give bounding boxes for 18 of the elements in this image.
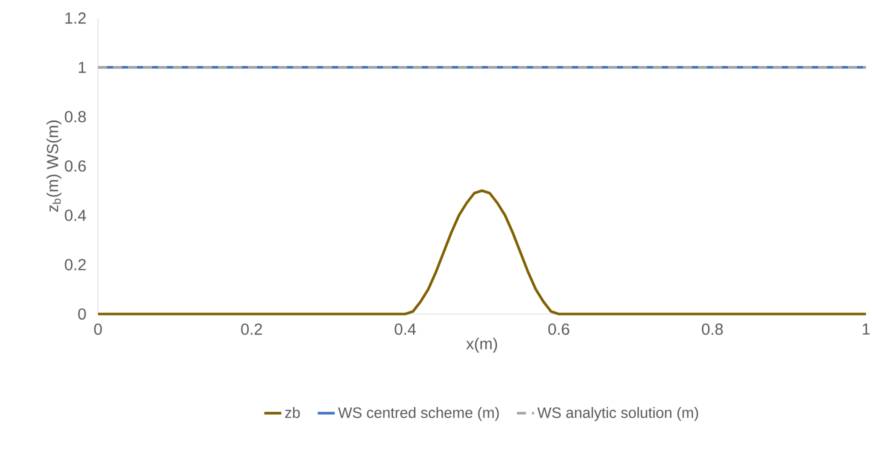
- y-tick-label: 1: [78, 62, 86, 73]
- legend-label: WS centred scheme (m): [338, 406, 499, 421]
- y-axis-title: z$_{b}$(m) WS(m): [46, 120, 62, 212]
- x-tick-label: 0: [94, 324, 102, 335]
- x-axis-title: x(m): [466, 338, 498, 353]
- y-tick-label: 1.2: [65, 12, 86, 24]
- y-tick-label: 0: [78, 308, 86, 320]
- x-tick-label: 0.6: [548, 324, 570, 335]
- y-tick-label: 0.4: [64, 210, 86, 221]
- x-tick-label: 0.4: [394, 324, 416, 335]
- y-tick-label: 0.8: [64, 111, 86, 122]
- x-tick-label: 0.2: [241, 324, 262, 335]
- x-tick-label: 1: [862, 324, 870, 335]
- y-tick-label: 0.6: [64, 160, 86, 172]
- legend-label: WS analytic solution (m): [537, 406, 698, 421]
- y-tick-label: 0.2: [64, 259, 86, 270]
- legend-label: zb: [285, 406, 300, 418]
- x-tick-label: 0.8: [702, 324, 723, 335]
